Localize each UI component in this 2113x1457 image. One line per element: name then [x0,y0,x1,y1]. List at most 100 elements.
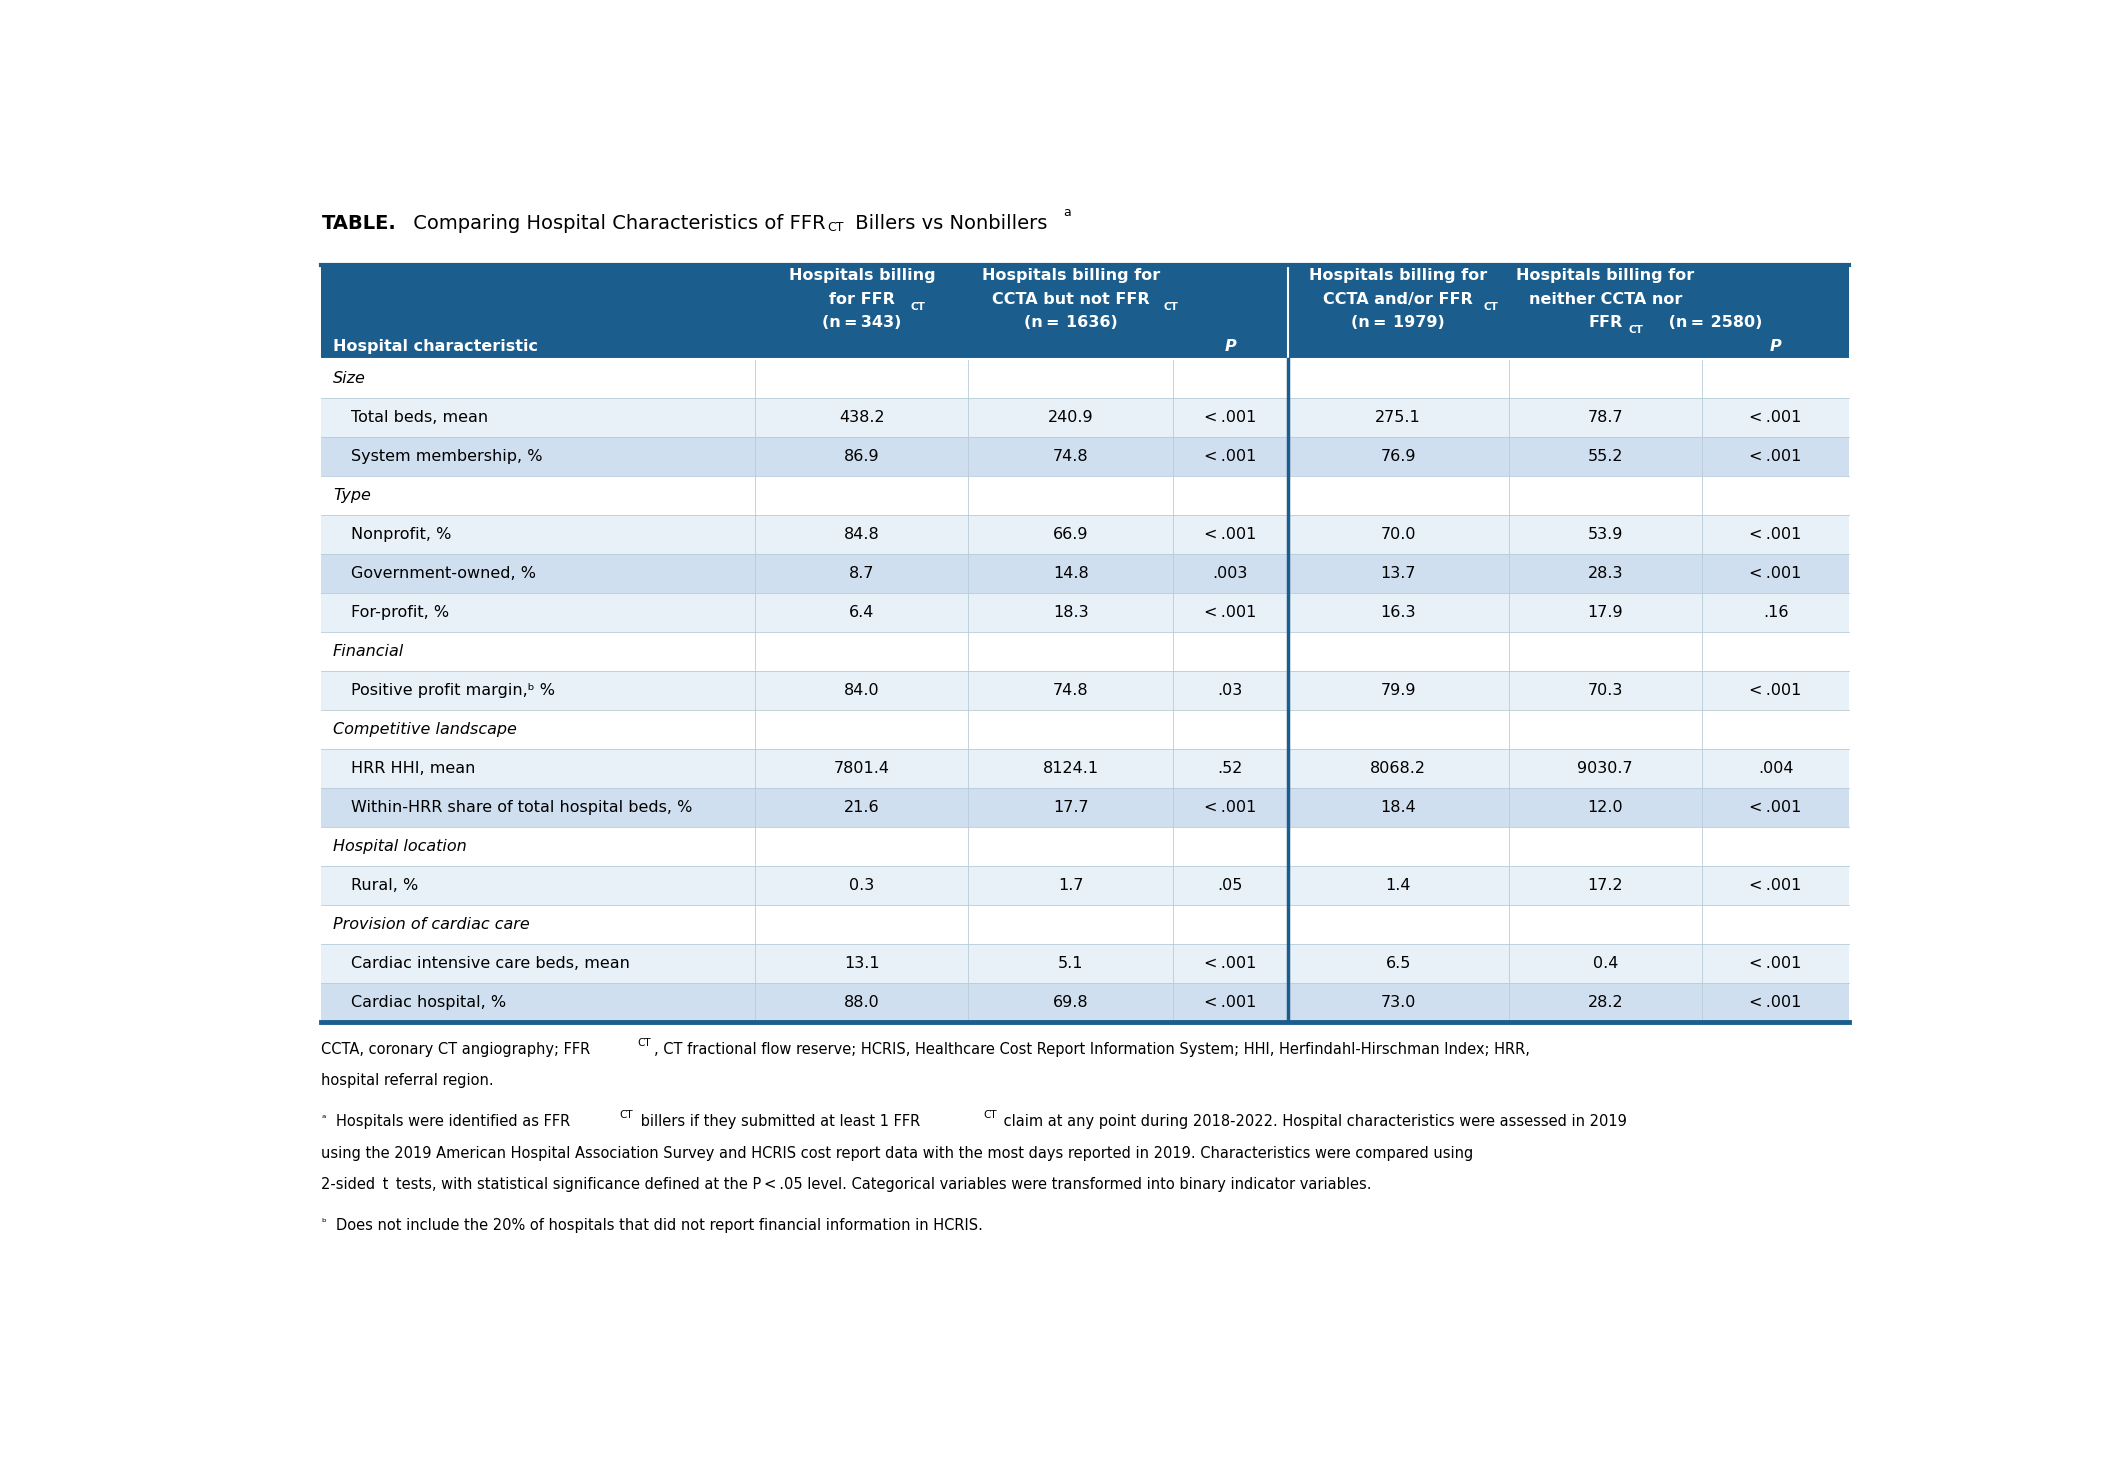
Text: P: P [1771,338,1781,354]
Text: Hospitals billing for: Hospitals billing for [1310,268,1488,283]
Text: 9030.7: 9030.7 [1578,761,1633,777]
Text: < .001: < .001 [1204,605,1257,621]
Text: 76.9: 76.9 [1380,449,1416,465]
Text: Hospital characteristic: Hospital characteristic [334,338,539,354]
Text: < .001: < .001 [1204,995,1257,1010]
Text: .003: .003 [1213,567,1249,581]
Text: 18.3: 18.3 [1052,605,1088,621]
Text: 5.1: 5.1 [1059,956,1084,970]
Bar [321,593,1849,632]
Text: CT: CT [1629,325,1644,335]
Text: 53.9: 53.9 [1587,527,1623,542]
Text: (n =  2580): (n = 2580) [1663,315,1762,329]
Text: < .001: < .001 [1750,879,1802,893]
Text: Comparing Hospital Characteristics of FFR: Comparing Hospital Characteristics of FF… [406,214,826,233]
Text: 12.0: 12.0 [1587,800,1623,814]
Bar [321,828,1849,865]
Text: 88.0: 88.0 [843,995,879,1010]
Text: Nonprofit, %: Nonprofit, % [351,527,452,542]
Text: .004: .004 [1758,761,1794,777]
Text: 275.1: 275.1 [1376,411,1422,425]
Text: Positive profit margin,ᵇ %: Positive profit margin,ᵇ % [351,683,556,698]
Text: 1.7: 1.7 [1059,879,1084,893]
Text: 240.9: 240.9 [1048,411,1092,425]
Text: < .001: < .001 [1204,956,1257,970]
Bar [321,360,1849,398]
Text: System membership, %: System membership, % [351,449,543,465]
Text: < .001: < .001 [1204,411,1257,425]
Text: CT: CT [1164,302,1179,312]
Bar [321,749,1849,788]
Text: 74.8: 74.8 [1052,449,1088,465]
Text: claim at any point during 2018-2022. Hospital characteristics were assessed in 2: claim at any point during 2018-2022. Hos… [999,1115,1627,1129]
Bar [321,905,1849,944]
Text: 17.2: 17.2 [1587,879,1623,893]
Text: 438.2: 438.2 [839,411,885,425]
Text: 18.4: 18.4 [1380,800,1416,814]
Text: 84.8: 84.8 [843,527,879,542]
Text: 79.9: 79.9 [1380,683,1416,698]
Bar [321,554,1849,593]
Text: < .001: < .001 [1750,411,1802,425]
Text: 8068.2: 8068.2 [1369,761,1426,777]
Bar [321,865,1849,905]
Text: 1.4: 1.4 [1386,879,1411,893]
Text: .03: .03 [1217,683,1242,698]
Text: CT: CT [638,1037,651,1048]
Text: Hospitals billing for: Hospitals billing for [1517,268,1695,283]
Text: 66.9: 66.9 [1052,527,1088,542]
Text: 74.8: 74.8 [1052,683,1088,698]
Text: TABLE.: TABLE. [321,214,397,233]
Text: Rural, %: Rural, % [351,879,418,893]
Text: < .001: < .001 [1750,567,1802,581]
Text: Hospital location: Hospital location [334,839,467,854]
Text: Cardiac intensive care beds, mean: Cardiac intensive care beds, mean [351,956,630,970]
Text: 28.2: 28.2 [1587,995,1623,1010]
Text: 55.2: 55.2 [1587,449,1623,465]
Text: Does not include the 20% of hospitals that did not report financial information : Does not include the 20% of hospitals th… [336,1218,983,1233]
Bar [321,632,1849,672]
Bar [321,265,1849,360]
Text: < .001: < .001 [1204,449,1257,465]
Text: Provision of cardiac care: Provision of cardiac care [334,916,530,932]
Text: For-profit, %: For-profit, % [351,605,450,621]
Text: Type: Type [334,488,370,503]
Text: (n =  1979): (n = 1979) [1352,315,1445,329]
Text: Financial: Financial [334,644,404,659]
Text: neither CCTA nor: neither CCTA nor [1528,291,1682,306]
Text: Size: Size [334,372,366,386]
Text: 70.3: 70.3 [1587,683,1623,698]
Text: 0.4: 0.4 [1593,956,1619,970]
Text: (n = 343): (n = 343) [822,315,902,329]
Bar [321,710,1849,749]
Text: < .001: < .001 [1204,527,1257,542]
Bar [321,516,1849,554]
Text: .05: .05 [1217,879,1242,893]
Text: 17.7: 17.7 [1052,800,1088,814]
Text: Billers vs Nonbillers: Billers vs Nonbillers [849,214,1048,233]
Text: 8.7: 8.7 [849,567,875,581]
Text: 21.6: 21.6 [843,800,879,814]
Text: 84.0: 84.0 [843,683,879,698]
Text: 28.3: 28.3 [1587,567,1623,581]
Text: (n =  1636): (n = 1636) [1025,315,1118,329]
Text: CCTA and/or FFR: CCTA and/or FFR [1323,291,1473,306]
Text: 2-sided  t  tests, with statistical significance defined at the P < .05 level. C: 2-sided t tests, with statistical signif… [321,1177,1371,1192]
Text: FFR: FFR [1589,315,1623,329]
Text: < .001: < .001 [1750,449,1802,465]
Text: Hospitals billing for: Hospitals billing for [983,268,1160,283]
Text: CT: CT [983,1110,997,1120]
Text: hospital referral region.: hospital referral region. [321,1074,494,1088]
Text: 17.9: 17.9 [1587,605,1623,621]
Text: < .001: < .001 [1750,956,1802,970]
Text: 73.0: 73.0 [1380,995,1416,1010]
Text: 7801.4: 7801.4 [835,761,890,777]
Text: 70.0: 70.0 [1380,527,1416,542]
Bar [321,398,1849,437]
Bar [321,983,1849,1021]
Text: ᵇ: ᵇ [321,1218,325,1228]
Text: , CT fractional flow reserve; HCRIS, Healthcare Cost Report Information System; : , CT fractional flow reserve; HCRIS, Hea… [653,1042,1530,1058]
Text: 13.7: 13.7 [1380,567,1416,581]
Text: 8124.1: 8124.1 [1042,761,1099,777]
Text: CCTA but not FFR: CCTA but not FFR [991,291,1149,306]
